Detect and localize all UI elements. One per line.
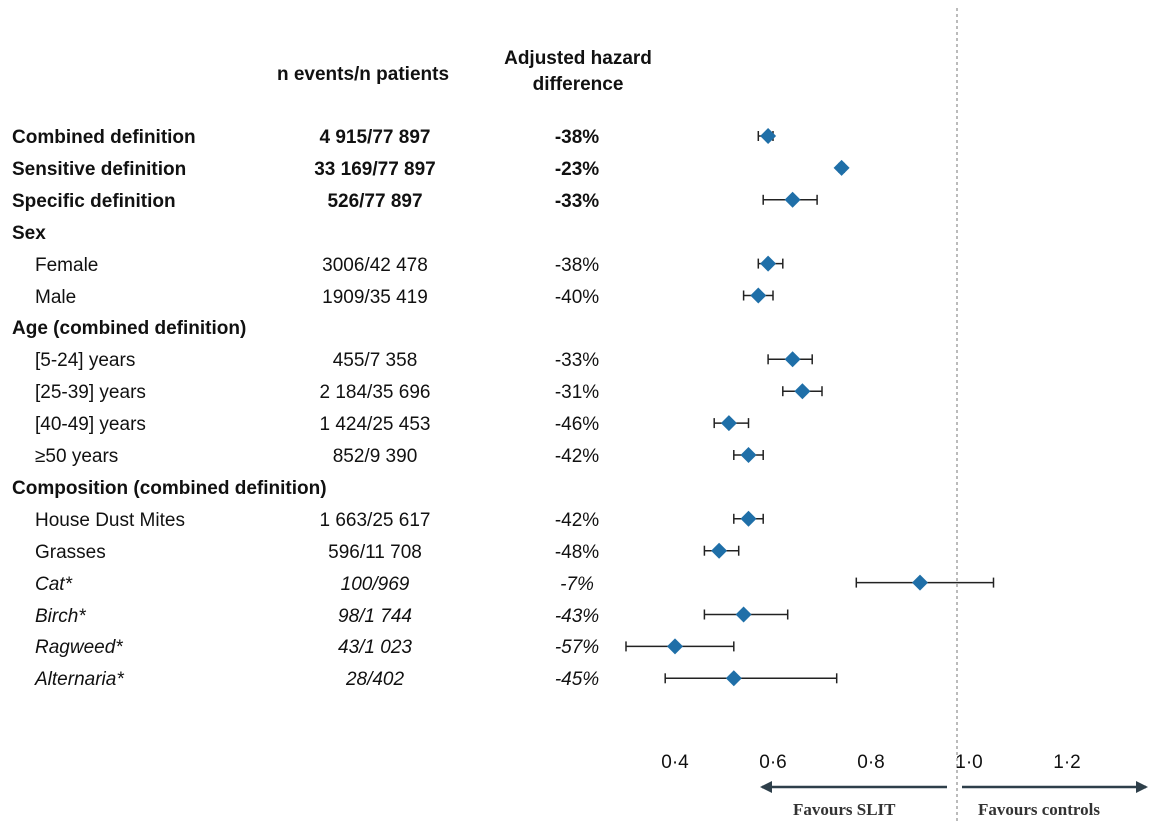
estimate-marker [912,574,928,591]
row-counts: 3006/42 478 [322,254,428,276]
row-label: [5-24] years [35,350,136,372]
row-counts: 1 663/25 617 [319,509,431,531]
row-counts: 43/1 023 [338,637,412,659]
estimate-marker [725,670,742,687]
row-label: Birch* [35,605,86,627]
estimate-marker [720,415,737,432]
row-label: House Dust Mites [35,509,185,531]
row-label: ≥50 years [35,446,119,467]
header-effect-line1: Adjusted hazard [504,48,652,69]
row-label: Composition (combined definition) [12,477,327,499]
row-label: Sex [12,222,46,244]
row-effect: -43% [554,605,600,627]
row-counts: 33 169/77 897 [314,158,436,180]
favours-right-label: Favours controls [978,800,1100,819]
x-tick-label: 1·2 [1053,752,1081,773]
row-label: Cat* [35,573,72,595]
estimate-marker [784,191,801,208]
row-label: Ragweed* [35,637,123,659]
row-label: Alternaria* [35,669,124,691]
row-label: Combined definition [12,127,196,148]
row-label: Age (combined definition) [12,318,247,340]
row-counts: 4 915/77 897 [319,127,431,148]
row-effect: -46% [554,414,600,436]
estimate-marker [740,510,757,527]
estimate-marker [711,542,728,559]
header-counts-text: n events/n patients [276,64,450,85]
estimate-marker [740,447,757,463]
x-tick-label: 1·0 [955,752,983,773]
estimate-marker [760,128,777,144]
row-counts: 526/77 897 [327,190,423,212]
row-effect: -57% [554,637,600,659]
row-counts: 100/969 [340,573,410,595]
estimate-marker [760,255,777,272]
row-effect: -7% [560,573,594,595]
header-counts: n events/n patients [248,62,478,88]
estimate-marker [833,159,850,176]
row-effect: -33% [554,350,600,372]
estimate-marker [667,638,683,655]
row-effect: -45% [554,669,600,691]
x-tick-label: 0·4 [661,752,689,773]
row-label: Male [35,286,77,308]
estimate-marker [794,383,811,400]
row-effect: -48% [554,541,600,563]
x-tick-label: 0·6 [759,752,787,773]
row-label: [25-39] years [35,382,146,404]
row-counts: 2 184/35 696 [319,382,431,404]
row-effect: -42% [554,509,600,531]
row-effect: -42% [554,446,600,467]
header-effect-line2: difference [532,74,624,95]
row-counts: 1909/35 419 [322,286,428,308]
header-effect: Adjusted hazard difference [478,46,678,98]
row-counts: 1 424/25 453 [319,414,431,436]
row-label: Grasses [35,541,106,563]
row-effect: -33% [554,190,600,212]
row-effect: -38% [554,127,600,148]
row-label: [40-49] years [35,414,146,436]
x-tick-label: 0·8 [857,752,885,773]
row-counts: 852/9 390 [332,446,418,467]
row-effect: -40% [554,286,600,308]
favours-left-label: Favours SLIT [793,800,896,819]
row-counts: 28/402 [345,669,405,691]
row-effect: -38% [554,254,600,276]
row-effect: -23% [554,158,600,180]
row-label: Sensitive definition [12,158,187,180]
estimate-marker [784,351,801,368]
row-counts: 98/1 744 [338,605,412,627]
row-counts: 455/7 358 [332,350,418,372]
estimate-marker [735,606,752,623]
row-counts: 596/11 708 [328,541,422,563]
estimate-marker [750,287,767,304]
row-label: Specific definition [12,190,176,212]
row-effect: -31% [554,382,600,404]
row-label: Female [35,254,99,276]
